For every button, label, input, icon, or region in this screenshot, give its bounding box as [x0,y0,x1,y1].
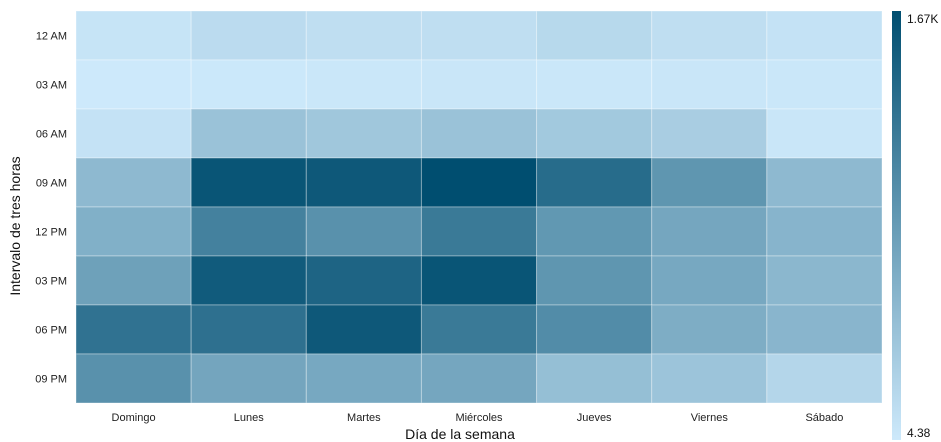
heatmap-cell [190,157,307,208]
x-tick-label: Jueves [577,412,612,424]
heatmap-cell [190,59,307,110]
heatmap-cell [651,206,768,257]
heatmap-cell [420,59,538,110]
heatmap-cell [305,206,422,257]
heatmap-cell [651,255,768,306]
heatmap-cell [75,108,192,159]
heatmap-cell [420,10,538,61]
y-tick-label: 03 AM [36,80,67,92]
x-axis-title: Día de la semana [405,426,515,442]
heatmap-cell [536,353,653,404]
y-tick-label: 06 PM [35,325,67,337]
heatmap-cell [75,304,192,355]
heatmap-cells [75,10,883,404]
heatmap-cell [651,108,768,159]
heatmap-cell [766,206,883,257]
heatmap-cell [420,255,538,306]
heatmap-cell [536,157,653,208]
heatmap-cell [420,157,538,208]
color-legend: 1.67K 4.38 [892,11,938,440]
heatmap-cell [75,206,192,257]
x-tick-label: Domingo [112,412,156,424]
heatmap-cell [766,10,883,61]
heatmap-cell [536,255,653,306]
heatmap-cell [75,255,192,306]
heatmap-cell [766,157,883,208]
heatmap-cell [190,255,307,306]
x-tick-label: Viernes [691,412,729,424]
heatmap-cell [190,10,307,61]
x-tick-label: Sábado [805,412,843,424]
y-tick-label: 12 PM [35,227,67,239]
heatmap-cell [305,10,422,61]
y-tick-label: 03 PM [35,276,67,288]
heatmap-cell [651,304,768,355]
heatmap-cell [305,108,422,159]
heatmap-cell [766,304,883,355]
heatmap-cell [651,353,768,404]
heatmap-cell [766,108,883,159]
x-tick-label: Miércoles [455,412,503,424]
y-tick-label: 09 AM [36,178,67,190]
heatmap-cell [75,157,192,208]
heatmap-cell [305,255,422,306]
color-legend-min-label: 4.38 [907,426,931,440]
x-axis-ticks: Domingo Lunes Martes Miércoles Jueves Viernes… [112,412,844,424]
heatmap-cell [190,108,307,159]
heatmap-cell [190,353,307,404]
x-tick-label: Martes [347,412,381,424]
x-tick-label: Lunes [234,412,264,424]
y-axis-ticks: 12 AM 03 AM 06 AM 09 AM 12 PM 03 PM 06 PM 09 PM [35,31,67,386]
heatmap-cell [536,304,653,355]
heatmap-cell [536,206,653,257]
y-tick-label: 12 AM [36,31,67,43]
heatmap-cell [420,108,538,159]
heatmap-cell [766,353,883,404]
heatmap-cell [190,304,307,355]
color-legend-max-label: 1.67K [907,12,938,26]
y-tick-label: 09 PM [35,374,67,386]
heatmap-cell [651,157,768,208]
heatmap-cell [305,59,422,110]
heatmap-cell [420,206,538,257]
heatmap-cell [651,59,768,110]
color-legend-bar [892,11,901,440]
heatmap-cell [651,10,768,61]
heatmap-cell [305,304,422,355]
heatmap-cell [536,10,653,61]
heatmap-cell [75,10,192,61]
y-axis-title: Intervalo de tres horas [7,156,23,295]
heatmap-cell [75,353,192,404]
heatmap-cell [766,59,883,110]
heatmap-cell [305,353,422,404]
heatmap-cell [75,59,192,110]
heatmap-cell [536,108,653,159]
heatmap-cell [305,157,422,208]
heatmap-cell [766,255,883,306]
heatmap-cell [190,206,307,257]
heatmap-cell [420,304,538,355]
y-tick-label: 06 AM [36,129,67,141]
heatmap-cell [420,353,538,404]
heatmap-cell [536,59,653,110]
